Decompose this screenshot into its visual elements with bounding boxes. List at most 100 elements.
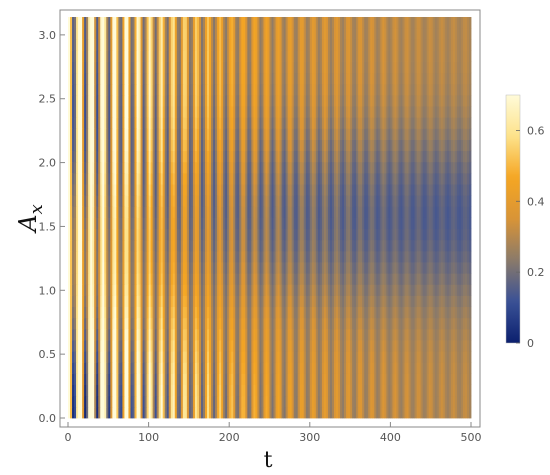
heatmap-cell [271, 172, 274, 185]
heatmap-cell [416, 139, 420, 152]
heatmap-cell [132, 184, 135, 196]
heatmap-cell [410, 150, 413, 163]
heatmap-cell [360, 306, 363, 319]
heatmap-cell [442, 228, 446, 241]
heatmap-cell [118, 328, 121, 341]
heatmap-cell [255, 217, 258, 230]
heatmap-cell [362, 351, 365, 363]
heatmap-cell [325, 406, 329, 419]
heatmap-cell [390, 184, 393, 196]
heatmap-cell [124, 217, 127, 230]
heatmap-cell [265, 150, 268, 163]
heatmap-cell [188, 239, 192, 252]
heatmap-cell [142, 362, 145, 374]
heatmap-cell [140, 284, 143, 296]
heatmap-cell [203, 395, 206, 408]
heatmap-cell [460, 306, 464, 319]
heatmap-cell [200, 295, 204, 308]
heatmap-cell [168, 250, 172, 263]
heatmap-cell [269, 228, 272, 241]
heatmap-cell [382, 184, 385, 196]
heatmap-cell [317, 395, 321, 408]
heatmap-cell [166, 373, 170, 385]
heatmap-cell [311, 306, 315, 319]
heatmap-cell [104, 184, 107, 196]
heatmap-cell [259, 228, 262, 241]
heatmap-cell [329, 384, 333, 397]
heatmap-cell [450, 284, 454, 296]
heatmap-cell [410, 161, 413, 174]
heatmap-cell [231, 195, 234, 207]
heatmap-cell [170, 250, 174, 263]
heatmap-cell [342, 139, 345, 152]
heatmap-cell [376, 306, 379, 319]
heatmap-cell [194, 250, 198, 263]
heatmap-cell [277, 306, 280, 319]
heatmap-cell [305, 139, 309, 152]
heatmap-cell [426, 262, 430, 274]
heatmap-cell [152, 139, 156, 152]
heatmap-cell [200, 239, 204, 252]
heatmap-cell [140, 328, 143, 341]
heatmap-cell [102, 195, 105, 207]
heatmap-cell [213, 139, 216, 152]
heatmap-cell [301, 273, 305, 285]
heatmap-cell [277, 273, 280, 285]
heatmap-cell [317, 206, 321, 218]
heatmap-cell [273, 373, 276, 385]
heatmap-cell [209, 184, 212, 196]
heatmap-cell [219, 351, 222, 363]
heatmap-cell [112, 250, 115, 263]
heatmap-cell [96, 139, 99, 152]
heatmap-cell [398, 395, 401, 408]
heatmap-cell [279, 295, 282, 308]
heatmap-cell [462, 317, 466, 330]
heatmap-cell [225, 317, 228, 330]
heatmap-cell [144, 373, 147, 385]
heatmap-cell [251, 384, 254, 397]
heatmap-cell [217, 184, 220, 196]
heatmap-cell [456, 184, 460, 196]
heatmap-cell [211, 139, 214, 152]
heatmap-cell [221, 306, 224, 319]
heatmap-cell [100, 328, 103, 341]
heatmap-cell [396, 384, 399, 397]
heatmap-cell [132, 306, 135, 319]
heatmap-cell [253, 228, 256, 241]
heatmap-cell [112, 228, 115, 241]
heatmap-cell [382, 139, 385, 152]
heatmap-cell [108, 328, 111, 341]
heatmap-cell [267, 373, 270, 385]
heatmap-cell [436, 340, 440, 352]
heatmap-cell [257, 195, 260, 207]
heatmap-cell [434, 306, 438, 319]
heatmap-cell [336, 306, 339, 319]
heatmap-cell [96, 228, 99, 241]
heatmap-cell [200, 262, 204, 274]
heatmap-cell [120, 172, 123, 185]
heatmap-cell [418, 317, 422, 330]
heatmap-cell [130, 384, 133, 397]
heatmap-cell [277, 217, 280, 230]
heatmap-cell [422, 384, 426, 397]
heatmap-cell [350, 262, 353, 274]
heatmap-cell [116, 406, 119, 419]
heatmap-cell [100, 362, 103, 374]
heatmap-cell [279, 395, 282, 408]
heatmap-cell [106, 328, 109, 341]
heatmap-cell [402, 317, 405, 330]
heatmap-cell [261, 139, 264, 152]
heatmap-cell [458, 239, 462, 252]
heatmap-cell [130, 139, 133, 152]
heatmap-cell [323, 395, 327, 408]
heatmap-cell [251, 228, 254, 241]
heatmap-cell [408, 295, 411, 308]
heatmap-cell [241, 217, 244, 230]
heatmap-cell [128, 262, 131, 274]
heatmap-cell [450, 262, 454, 274]
heatmap-cell [452, 184, 456, 196]
heatmap-cell [293, 184, 297, 196]
heatmap-cell [156, 373, 160, 385]
heatmap-cell [372, 340, 375, 352]
heatmap-cell [116, 340, 119, 352]
